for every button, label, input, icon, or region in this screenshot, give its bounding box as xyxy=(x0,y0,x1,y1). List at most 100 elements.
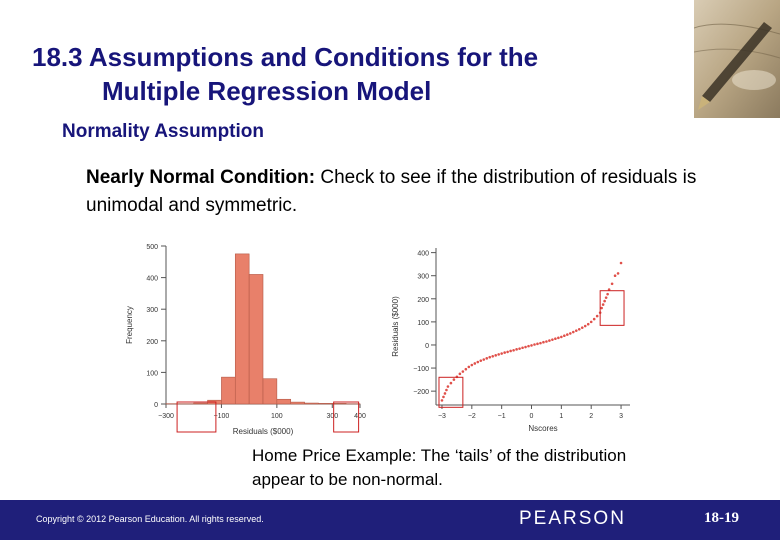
qq-y-axis-label: Residuals ($000) xyxy=(391,296,400,357)
qq-point xyxy=(470,363,474,367)
qq-point xyxy=(542,340,545,344)
qq-point xyxy=(506,350,509,354)
hist-tail-highlight-box xyxy=(176,401,217,433)
qq-point xyxy=(583,324,587,328)
hist-y-tick-label: 200 xyxy=(146,339,158,346)
qq-point xyxy=(446,385,450,388)
qq-point xyxy=(569,332,572,335)
hist-bar xyxy=(262,378,278,405)
qq-point xyxy=(494,354,497,357)
hist-x-tick-label: −300 xyxy=(158,413,174,420)
hist-tail-highlight-box xyxy=(333,401,360,433)
hist-bar xyxy=(290,401,305,405)
qq-y-tick-label: −200 xyxy=(413,389,429,396)
qq-x-tick-label: 0 xyxy=(530,413,534,420)
qq-point xyxy=(476,360,480,364)
title-line-1: 18.3 Assumptions and Conditions for the xyxy=(32,42,539,72)
hist-x-tick-label: −100 xyxy=(214,413,230,420)
qq-y-tick-label: 300 xyxy=(417,274,429,281)
qq-point xyxy=(443,392,447,395)
qq-x-tick-label: 3 xyxy=(619,413,623,420)
hist-y-tick-label: 100 xyxy=(146,370,158,377)
qq-point xyxy=(589,320,593,324)
hist-y-tick-label: 500 xyxy=(146,244,158,251)
qq-point xyxy=(442,395,445,399)
qq-x-tick-label: −1 xyxy=(498,413,506,420)
qq-point xyxy=(533,343,536,346)
qq-point xyxy=(452,378,456,381)
qq-point xyxy=(566,333,569,336)
qq-point xyxy=(554,337,557,341)
hist-y-tick-label: 400 xyxy=(146,276,158,283)
qq-x-tick-label: 2 xyxy=(589,413,593,420)
hist-x-tick-label: 100 xyxy=(271,413,283,420)
slide-title: 18.3 Assumptions and Conditions for the … xyxy=(32,40,682,108)
corner-pen-image xyxy=(694,0,780,118)
hist-bar xyxy=(304,402,319,405)
qq-point xyxy=(539,341,542,345)
qq-point xyxy=(485,357,489,360)
caption: Home Price Example: The ‘tails’ of the d… xyxy=(252,446,627,489)
hist-bar xyxy=(234,253,250,405)
qq-point xyxy=(560,335,563,339)
qq-tail-highlight-box xyxy=(599,290,625,326)
qq-point xyxy=(482,358,486,361)
qq-point xyxy=(479,359,483,362)
qq-point xyxy=(461,370,465,373)
hist-y-axis-label: Frequency xyxy=(125,306,134,344)
copyright-text: Copyright © 2012 Pearson Education. All … xyxy=(36,514,264,524)
qq-point xyxy=(610,282,614,286)
qq-point xyxy=(515,348,518,351)
page-number: 18-19 xyxy=(704,510,739,526)
normal-probability-plot: −200 −100 0 100 200 300 400 −3 −2 −1 0 1 2 3 Nscores Re… xyxy=(391,248,630,433)
hist-x-axis-label: Residuals ($000) xyxy=(233,427,294,436)
qq-point xyxy=(563,334,566,338)
qq-point xyxy=(467,365,471,369)
qq-point xyxy=(606,292,609,296)
qq-point xyxy=(571,330,575,334)
body-description: Check to see if the distribution of resi… xyxy=(86,167,697,216)
qq-x-tick-label: −3 xyxy=(438,413,446,420)
hist-y-tick-label: 300 xyxy=(146,307,158,314)
qq-point xyxy=(577,327,581,331)
qq-point xyxy=(491,354,495,358)
qq-x-axis-label: Nscores xyxy=(528,424,557,433)
qq-y-tick-label: −100 xyxy=(413,366,429,373)
qq-point xyxy=(500,352,503,355)
hist-bar xyxy=(248,274,264,405)
qq-point xyxy=(503,351,506,354)
hist-bar xyxy=(318,403,333,405)
hist-bar xyxy=(221,376,236,405)
qq-point xyxy=(600,306,603,310)
qq-point xyxy=(557,336,560,340)
qq-point xyxy=(512,348,515,352)
qq-point xyxy=(445,388,448,392)
qq-point xyxy=(497,353,500,356)
hist-bar xyxy=(331,403,347,405)
qq-tail-highlight-box xyxy=(438,376,464,408)
qq-point xyxy=(509,349,512,353)
qq-point xyxy=(488,355,492,359)
qq-point xyxy=(613,274,617,278)
qq-point xyxy=(449,381,453,385)
qq-point xyxy=(536,342,539,346)
qq-point xyxy=(601,303,605,306)
qq-y-tick-label: 0 xyxy=(425,343,429,350)
slide-subtitle: Normality Assumption xyxy=(62,121,264,142)
qq-point xyxy=(524,345,527,349)
qq-y-tick-label: 400 xyxy=(417,251,429,258)
qq-y-tick-label: 100 xyxy=(417,320,429,327)
qq-x-tick-label: −2 xyxy=(468,413,476,420)
qq-point xyxy=(595,314,599,318)
hist-x-tick-label: 300 xyxy=(326,413,338,420)
title-line-2: Multiple Regression Model xyxy=(102,76,432,106)
qq-point xyxy=(619,261,623,265)
body-bold-term: Nearly Normal Condition: xyxy=(86,167,316,188)
qq-point xyxy=(473,362,477,365)
pearson-logo: PEARSON xyxy=(519,508,626,529)
qq-point xyxy=(616,272,620,275)
hist-bar xyxy=(193,402,208,405)
qq-x-tick-label: 1 xyxy=(559,413,563,420)
qq-point xyxy=(530,344,533,347)
